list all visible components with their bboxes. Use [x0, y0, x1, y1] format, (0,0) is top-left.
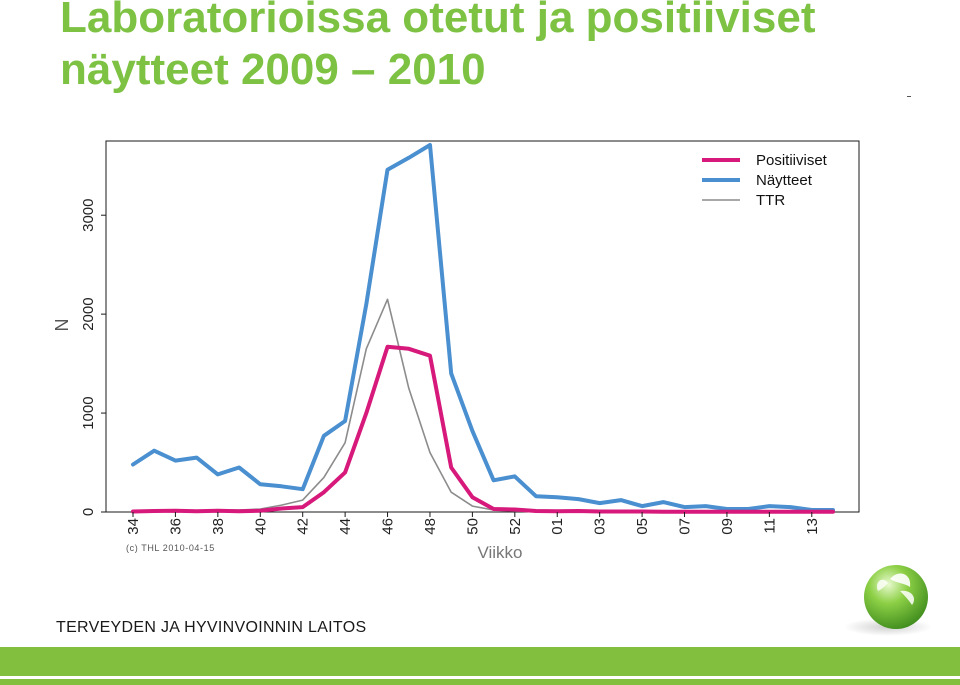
axis-layer: 0 1000 2000 3000 34 36 38 40 42 44 46 48 50 52 01 03 05 0… — [80, 199, 821, 535]
x-tick-label: 03 — [592, 518, 609, 535]
y-tick-label: 1000 — [80, 396, 97, 429]
x-tick-label: 50 — [464, 518, 481, 535]
x-tick-label: 34 — [125, 518, 142, 535]
x-tick-label: 48 — [422, 518, 439, 535]
x-axis-label: Viikko — [477, 543, 522, 562]
footer-stripe — [0, 676, 960, 679]
legend-label-ttr: TTR — [756, 192, 785, 209]
x-tick-label: 52 — [507, 518, 524, 535]
y-tick-label: 2000 — [80, 297, 97, 330]
x-tick-label: 36 — [167, 518, 184, 535]
legend-label-näytteet: Näytteet — [756, 172, 813, 189]
x-tick-label: 46 — [380, 518, 397, 535]
series-line-näytteet — [131, 143, 835, 512]
series-line-ttr — [132, 298, 834, 513]
slide-title-line-2: näytteet 2009 – 2010 — [60, 45, 486, 94]
y-tick-label: 0 — [80, 508, 97, 516]
x-tick-label: 09 — [719, 518, 736, 535]
x-tick-label: 42 — [295, 518, 312, 535]
slide-title: Laboratorioissa otetut ja positiiviset n… — [60, 0, 815, 96]
series-line-positiiviset — [131, 344, 835, 514]
legend-label-positiiviset: Positiiviset — [756, 152, 828, 169]
x-tick-label: 05 — [634, 518, 651, 535]
x-tick-label: 40 — [252, 518, 269, 535]
x-tick-label: 01 — [549, 518, 566, 535]
slide-title-line-1: Laboratorioissa otetut ja positiiviset — [60, 0, 816, 42]
legend: Positiiviset Näytteet TTR — [702, 152, 828, 209]
x-tick-label: 13 — [804, 518, 821, 535]
series-layer — [131, 143, 835, 514]
y-tick-label: 3000 — [80, 199, 97, 232]
x-tick-label: 07 — [677, 518, 694, 535]
footer-band — [0, 647, 960, 685]
y-axis-label: N — [52, 319, 72, 332]
x-tick-label: 11 — [761, 518, 778, 534]
x-tick-label: 44 — [337, 518, 354, 535]
organization-name: TERVEYDEN JA HYVINVOINNIN LAITOS — [56, 619, 367, 636]
x-tick-label: 38 — [210, 518, 227, 535]
copyright-note: (c) THL 2010-04-15 — [126, 543, 215, 553]
stray-mark — [907, 96, 911, 97]
plot-frame — [105, 140, 860, 513]
thl-globe-logo — [844, 565, 932, 636]
